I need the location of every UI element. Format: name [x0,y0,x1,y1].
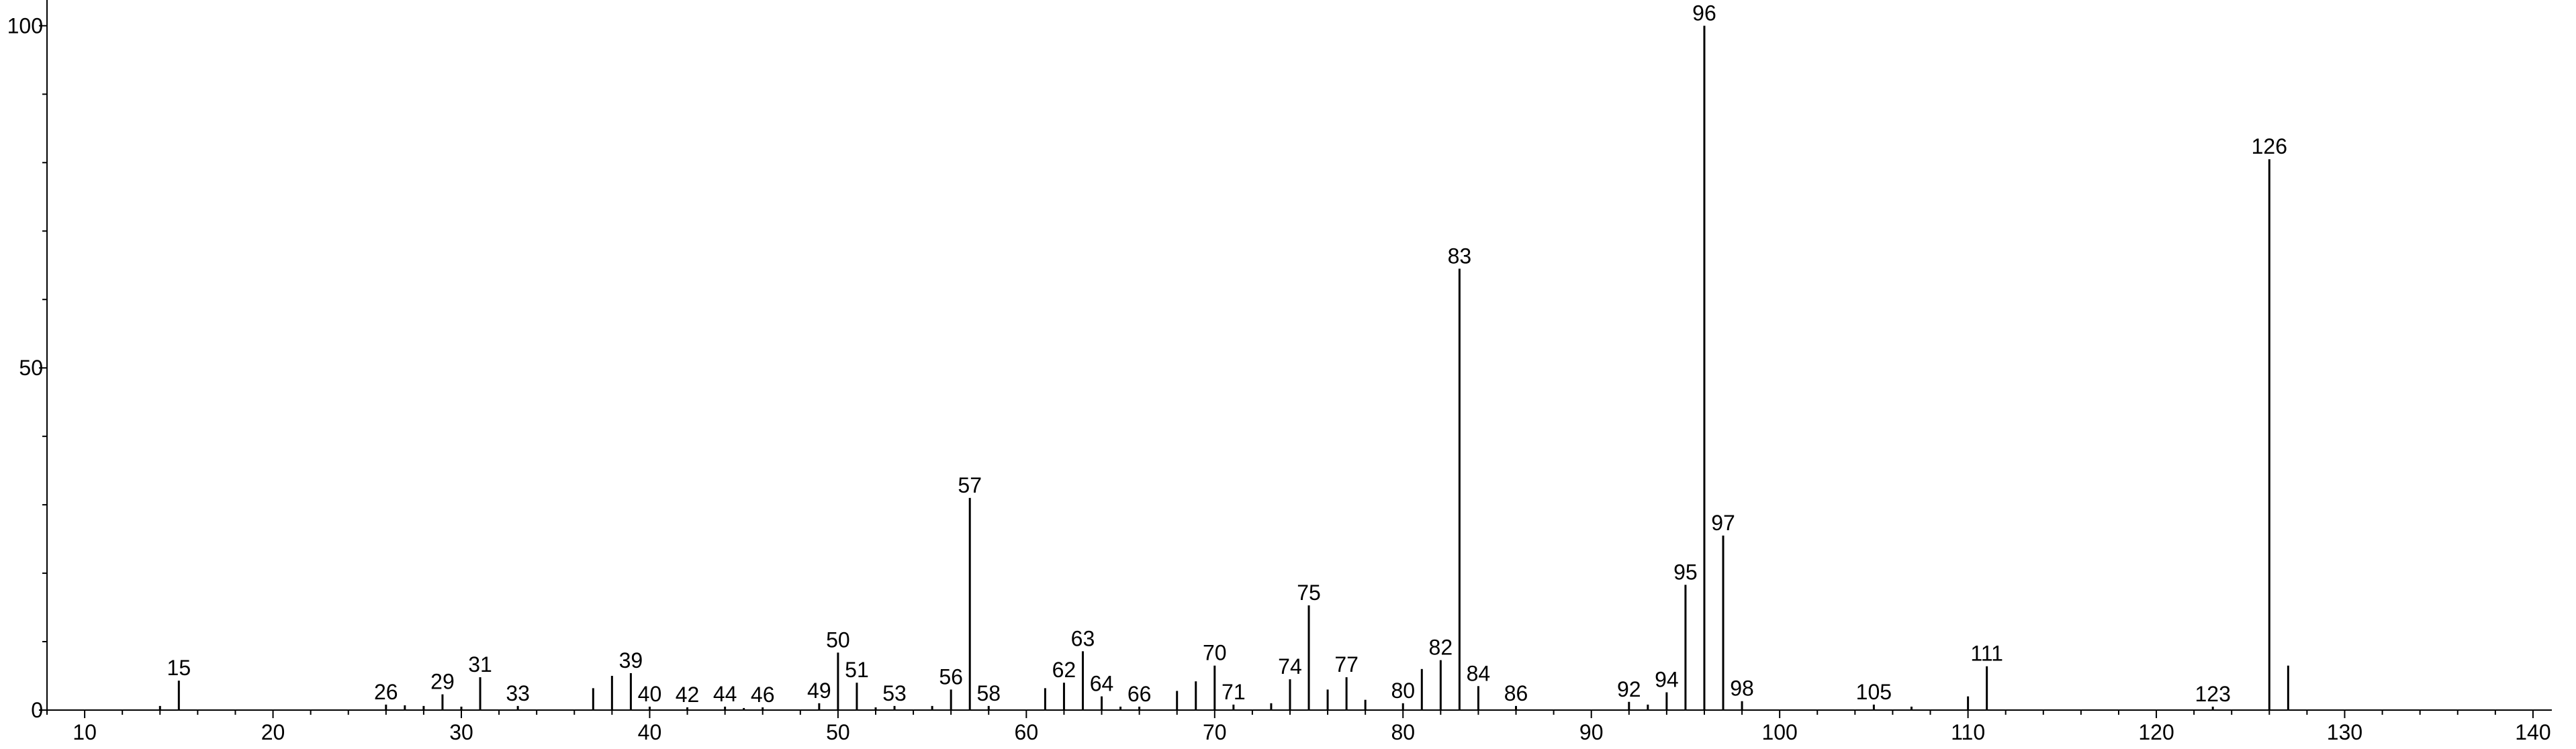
peak-label: 31 [468,652,492,677]
peak-label: 57 [958,473,982,497]
peak-labels: 15 26 29 31 33 39 40 42 44 46 49 50 51 53 56 57 58 62 63 64… [167,1,2287,707]
y-tick-label: 50 [19,356,43,380]
peak-label: 97 [1711,511,1735,535]
peak-label: 63 [1071,626,1095,650]
x-tick-label: 120 [2138,720,2174,744]
x-tick-label: 50 [826,720,850,744]
x-tick-label: 110 [1951,720,1985,744]
peak-label: 44 [713,682,737,706]
y-tick-label: 0 [31,698,43,722]
peak-label: 83 [1448,244,1472,268]
peak-label: 92 [1617,677,1641,701]
peak-label: 96 [1692,1,1716,25]
peak-label: 40 [638,682,662,706]
x-tick-label: 90 [1579,720,1604,744]
peak-label: 33 [506,681,530,705]
peak-label: 105 [1856,680,1892,704]
x-tick-label: 10 [73,720,97,744]
peak-label: 51 [845,658,869,682]
x-tick-label: 140 [2515,720,2550,744]
x-tick-label: 20 [261,720,285,744]
peak-label: 29 [430,670,455,694]
peak-label: 58 [976,681,1001,705]
x-axis-ticks: 10 20 30 40 50 60 70 80 90 100 110 120 130 140 [46,710,2551,744]
x-tick-label: 70 [1203,720,1227,744]
peak-label: 46 [751,683,775,707]
peak-label: 71 [1222,680,1246,704]
peak-label: 53 [882,681,907,705]
peak-label: 50 [826,628,850,652]
peak-label: 84 [1467,661,1491,685]
peak-label: 98 [1730,677,1754,701]
peak-label: 64 [1090,672,1114,696]
peak-label: 15 [167,656,191,680]
peak-label: 95 [1673,560,1698,584]
peak-label: 126 [2252,134,2287,158]
peak-label: 80 [1391,679,1415,703]
x-tick-label: 60 [1015,720,1039,744]
peak-label: 75 [1297,581,1321,605]
x-tick-label: 30 [449,720,473,744]
peak-label: 77 [1334,652,1359,677]
x-tick-label: 100 [1761,720,1797,744]
peak-label: 56 [939,664,963,689]
peak-label: 82 [1429,636,1453,660]
x-tick-label: 130 [2327,720,2362,744]
peak-label: 111 [1970,642,2003,666]
peak-label: 42 [676,683,700,707]
peak-label: 49 [807,679,831,703]
peak-label: 94 [1655,667,1679,691]
peak-label: 86 [1504,681,1528,705]
peak-label: 123 [2195,682,2230,706]
peak-label: 26 [374,680,398,704]
peak-label: 66 [1128,682,1152,706]
peak-label: 39 [619,648,643,672]
peak-label: 74 [1278,654,1302,679]
peak-bars [158,26,2289,710]
x-tick-label: 80 [1391,720,1415,744]
peak-label: 62 [1052,658,1076,682]
y-axis-ticks: 0 50 100 [7,13,47,722]
x-tick-label: 40 [638,720,662,744]
peak-label: 70 [1203,641,1227,665]
y-tick-label: 100 [7,13,43,38]
